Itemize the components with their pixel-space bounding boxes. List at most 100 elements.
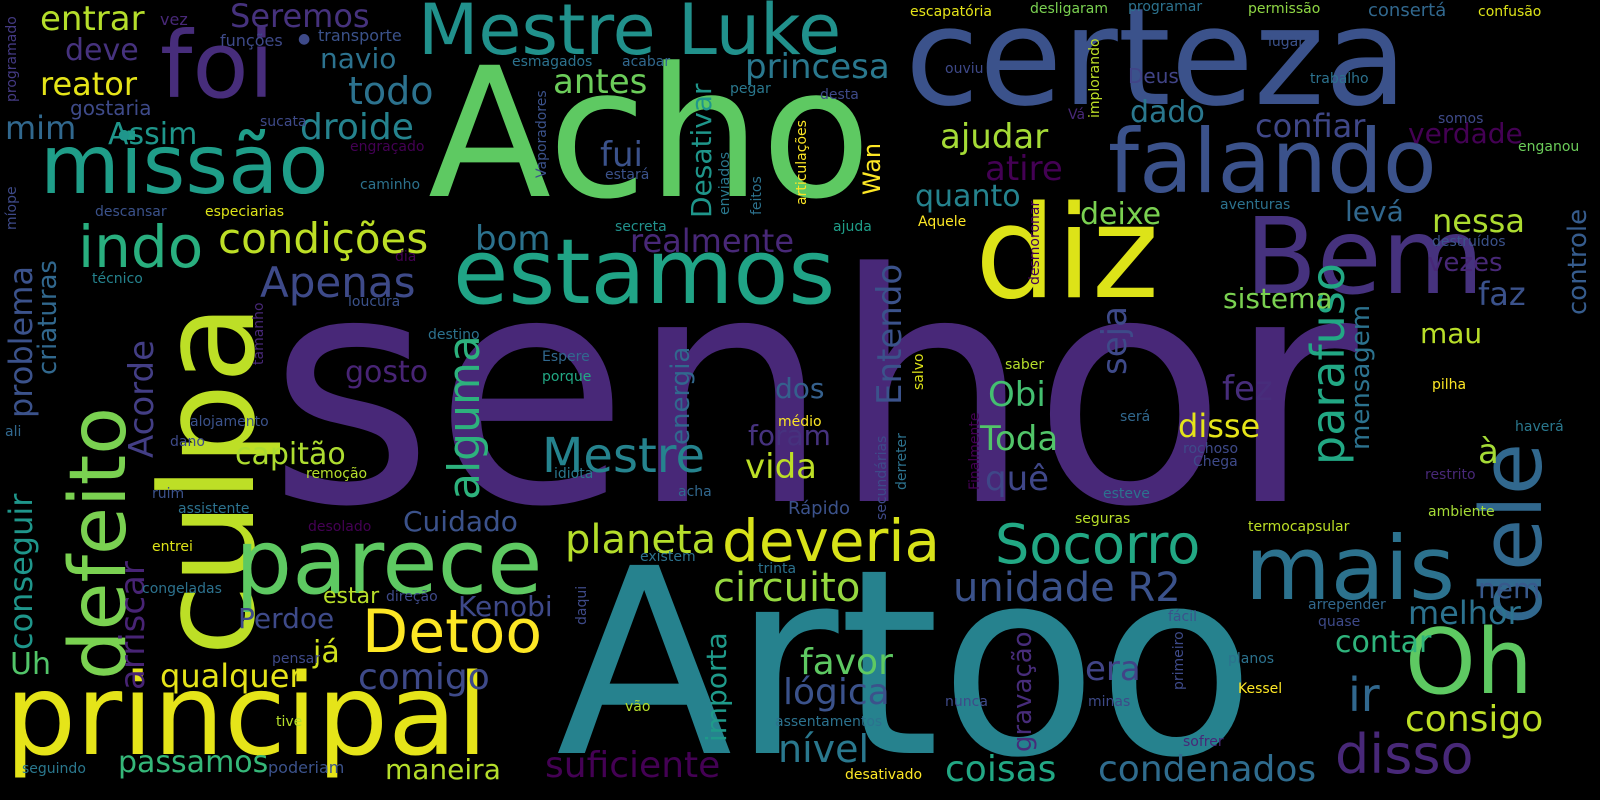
word-assistente: assistente bbox=[178, 501, 250, 517]
word-gostaria: gostaria bbox=[70, 96, 152, 120]
word-circuito: circuito bbox=[713, 565, 861, 611]
word-toda: Toda bbox=[980, 419, 1059, 459]
word-planeta: planeta bbox=[565, 517, 717, 563]
word-realmente: realmente bbox=[630, 222, 795, 260]
word-nunca: nunca bbox=[945, 694, 988, 710]
word-principal: principal bbox=[5, 651, 488, 781]
word-desta: desta bbox=[820, 87, 859, 103]
word-vez: vez bbox=[160, 10, 188, 29]
word-deixe: deixe bbox=[1080, 197, 1162, 232]
word-qualquer: qualquer bbox=[160, 657, 303, 695]
word-princesa: princesa bbox=[745, 47, 890, 87]
word-cuidado: Cuidado bbox=[403, 505, 518, 538]
word-atire: atire bbox=[985, 149, 1063, 189]
word-ajudar: ajudar bbox=[940, 117, 1049, 157]
word-permissao: permissão bbox=[1248, 1, 1321, 17]
word-diz: diz bbox=[975, 179, 1159, 328]
word-kenobi: Kenobi bbox=[458, 590, 553, 623]
word-assim: Assim bbox=[108, 117, 198, 152]
word-espere: Espere bbox=[542, 349, 590, 365]
word-derreter: derreter bbox=[894, 433, 910, 490]
word-mau: mau bbox=[1420, 317, 1483, 350]
word-congeladas: congeladas bbox=[142, 581, 222, 597]
word-vezes: vezes bbox=[1428, 248, 1503, 278]
word-daqui: daqui bbox=[574, 585, 590, 625]
word-detoo: Detoo bbox=[362, 597, 543, 667]
word-termocapsular: termocapsular bbox=[1248, 519, 1350, 535]
word-conseguir: conseguir bbox=[2, 493, 40, 650]
word-engracado: engraçado bbox=[350, 139, 425, 155]
word-mestre: Mestre bbox=[542, 428, 705, 484]
word-favor: favor bbox=[800, 642, 893, 683]
word-tecnico: técnico bbox=[92, 271, 143, 287]
word-certeza: certeza bbox=[905, 0, 1408, 136]
word-funcoes: funções bbox=[220, 31, 283, 50]
word-ali: ali bbox=[5, 424, 22, 440]
word-esmagados: esmagados bbox=[512, 54, 593, 70]
word-acho: Acho bbox=[428, 30, 872, 239]
word-idiota: idiota bbox=[554, 466, 594, 482]
word-trinta: trinta bbox=[758, 561, 797, 577]
word-sera: será bbox=[1120, 409, 1151, 425]
word-logica: lógica bbox=[783, 672, 890, 713]
word-nivel: nível bbox=[778, 727, 870, 771]
word-sucata: sucata bbox=[260, 114, 307, 130]
word-facil: fácil bbox=[1168, 609, 1197, 625]
word-rapido: Rápido bbox=[788, 498, 851, 519]
word-estamos: estamos bbox=[453, 220, 836, 325]
word-mestre-luke: Mestre Luke bbox=[418, 0, 842, 71]
word-sofrer: sofrer bbox=[1183, 734, 1224, 750]
word-desativar: Desativar bbox=[685, 83, 718, 218]
word-entrei: entrei bbox=[152, 539, 193, 555]
word-gosto: gosto bbox=[345, 355, 429, 390]
word-confusao: confusão bbox=[1478, 4, 1542, 20]
word-medio: médio bbox=[778, 414, 822, 430]
word-importa: importa bbox=[700, 632, 733, 742]
word-unidade-r2: unidade R2 bbox=[953, 565, 1181, 611]
word-foram: foram bbox=[748, 419, 831, 452]
word-uh: Uh bbox=[10, 647, 51, 682]
word-va: Vá bbox=[1068, 107, 1086, 123]
word-secundarias: secundárias bbox=[874, 435, 890, 520]
word-estar: estar bbox=[323, 584, 380, 609]
word-bom: bom bbox=[475, 219, 551, 259]
word-restrito: restrito bbox=[1425, 467, 1476, 483]
word-secreta: secreta bbox=[615, 219, 667, 235]
word-ambiente: ambiente bbox=[1428, 504, 1495, 520]
word-comigo: comigo bbox=[358, 657, 490, 698]
word-reator: reator bbox=[40, 65, 138, 103]
word-pensar: pensar bbox=[272, 651, 321, 667]
word-seremos: Seremos bbox=[230, 0, 370, 35]
word-contar: contar bbox=[1335, 625, 1432, 660]
word-salvo: salvo bbox=[911, 353, 927, 390]
word-missao: missão bbox=[40, 118, 329, 213]
word-enviados: enviados bbox=[717, 152, 733, 215]
word-indo: indo bbox=[78, 213, 204, 281]
word-mim: mim bbox=[5, 109, 77, 147]
word-criaturas: criaturas bbox=[33, 260, 63, 375]
word-alguma: alguma bbox=[439, 335, 490, 500]
word-arrepender: arrepender bbox=[1308, 597, 1386, 613]
word-oh: Oh bbox=[1405, 610, 1533, 715]
word-confiar: confiar bbox=[1255, 107, 1366, 145]
word-porque: porque bbox=[542, 369, 592, 385]
word-direcao: direção bbox=[386, 589, 438, 605]
word-trabalho: trabalho bbox=[1310, 71, 1369, 87]
word-tamanho: tamanho bbox=[251, 302, 267, 365]
word-loucura: loucura bbox=[348, 294, 401, 310]
word-escapatoria: escapatória bbox=[910, 4, 992, 20]
word-finalmente: Finalmente bbox=[967, 412, 983, 491]
word-consigo: consigo bbox=[1405, 699, 1544, 740]
word-controle: controle bbox=[1563, 208, 1593, 315]
word-verdade: verdade bbox=[1408, 117, 1523, 150]
word-disso: disso bbox=[1335, 723, 1474, 786]
word-fui: fui bbox=[600, 135, 643, 175]
word-deveria: deveria bbox=[722, 507, 941, 575]
word-desativado: desativado bbox=[845, 767, 923, 783]
word-minas: minas bbox=[1088, 694, 1131, 710]
word-poderiam: poderiam bbox=[268, 758, 345, 777]
word-somos: somos bbox=[1438, 111, 1484, 127]
word-maneira: maneira bbox=[385, 753, 501, 786]
word-mensagem: mensagem bbox=[1346, 304, 1376, 450]
